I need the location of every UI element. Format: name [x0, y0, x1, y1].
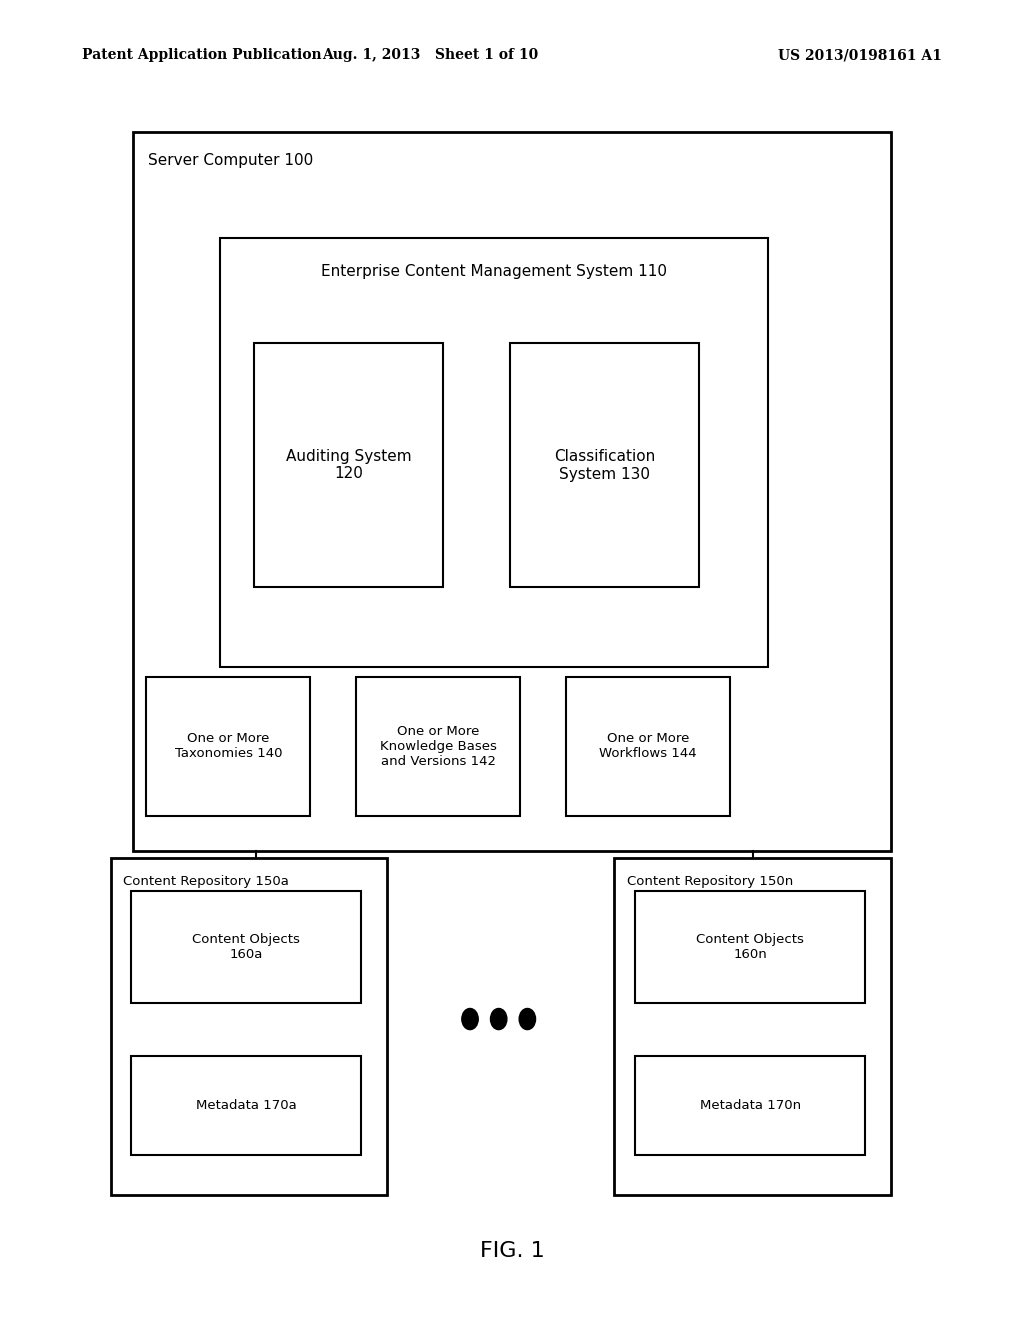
Text: Auditing System
120: Auditing System 120	[286, 449, 412, 482]
Bar	[220, 238, 768, 667]
Text: Content Objects
160a: Content Objects 160a	[193, 933, 300, 961]
Text: Patent Application Publication: Patent Application Publication	[82, 49, 322, 62]
Bar	[614, 858, 891, 1195]
Bar	[254, 343, 443, 587]
Text: Content Repository 150n: Content Repository 150n	[627, 875, 793, 888]
Text: Content Objects
160n: Content Objects 160n	[696, 933, 804, 961]
Bar	[635, 1056, 865, 1155]
Bar	[146, 677, 310, 816]
Text: One or More
Knowledge Bases
and Versions 142: One or More Knowledge Bases and Versions…	[380, 725, 497, 768]
Text: Classification
System 130: Classification System 130	[554, 449, 655, 482]
Circle shape	[490, 1008, 507, 1030]
Bar	[131, 891, 361, 1003]
Text: Content Repository 150a: Content Repository 150a	[123, 875, 289, 888]
Text: Enterprise Content Management System 110: Enterprise Content Management System 110	[322, 264, 667, 279]
Text: One or More
Taxonomies 140: One or More Taxonomies 140	[175, 733, 282, 760]
Circle shape	[519, 1008, 536, 1030]
Text: US 2013/0198161 A1: US 2013/0198161 A1	[778, 49, 942, 62]
Bar	[111, 858, 387, 1195]
Bar	[510, 343, 699, 587]
Text: Server Computer 100: Server Computer 100	[148, 153, 313, 168]
Text: Metadata 170a: Metadata 170a	[196, 1100, 297, 1111]
Bar	[566, 677, 730, 816]
Bar	[356, 677, 520, 816]
Bar	[131, 1056, 361, 1155]
Text: Aug. 1, 2013   Sheet 1 of 10: Aug. 1, 2013 Sheet 1 of 10	[322, 49, 539, 62]
Bar	[133, 132, 891, 851]
Text: One or More
Workflows 144: One or More Workflows 144	[599, 733, 697, 760]
Circle shape	[462, 1008, 478, 1030]
Text: FIG. 1: FIG. 1	[479, 1241, 545, 1262]
Text: Metadata 170n: Metadata 170n	[699, 1100, 801, 1111]
Bar	[635, 891, 865, 1003]
